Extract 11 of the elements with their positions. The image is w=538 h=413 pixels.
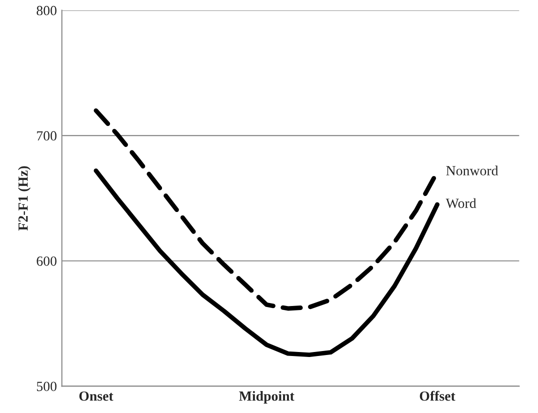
x-tick-label: Offset: [420, 390, 456, 401]
x-tick-label: Onset: [79, 391, 114, 401]
y-axis-title: F2-F1 (Hz): [18, 166, 31, 231]
line-series: [94, 168, 440, 358]
y-tick-label: 700: [37, 131, 56, 141]
y-tick-label: 500: [36, 382, 56, 392]
series-label: Word: [446, 198, 476, 208]
series-label: Nonword: [446, 166, 498, 176]
y-tick-label: 600: [36, 256, 56, 266]
y-tick-label: 800: [36, 6, 56, 16]
x-tick-label: Midpoint: [239, 391, 294, 404]
